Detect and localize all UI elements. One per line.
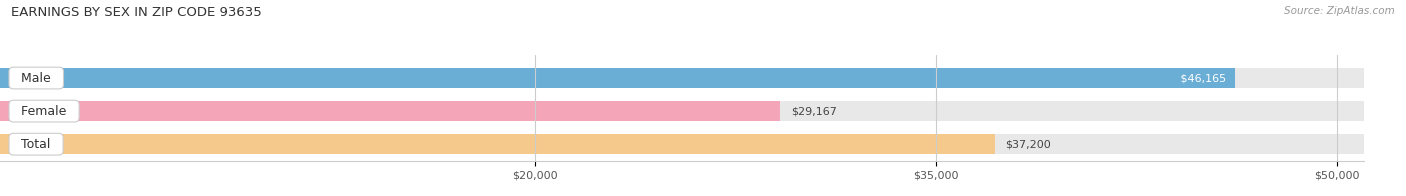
Bar <box>0 68 1234 88</box>
Text: $46,165: $46,165 <box>1177 73 1229 83</box>
Bar <box>0 68 1364 88</box>
Bar <box>0 134 995 154</box>
Text: $37,200: $37,200 <box>1005 139 1052 149</box>
Text: $29,167: $29,167 <box>790 106 837 116</box>
Bar <box>0 101 1364 121</box>
Bar <box>0 101 780 121</box>
Text: Female: Female <box>14 105 75 118</box>
Text: Source: ZipAtlas.com: Source: ZipAtlas.com <box>1284 6 1395 16</box>
Text: EARNINGS BY SEX IN ZIP CODE 93635: EARNINGS BY SEX IN ZIP CODE 93635 <box>11 6 262 19</box>
Text: Total: Total <box>14 138 59 151</box>
Text: Male: Male <box>14 72 59 84</box>
Bar <box>0 134 1364 154</box>
